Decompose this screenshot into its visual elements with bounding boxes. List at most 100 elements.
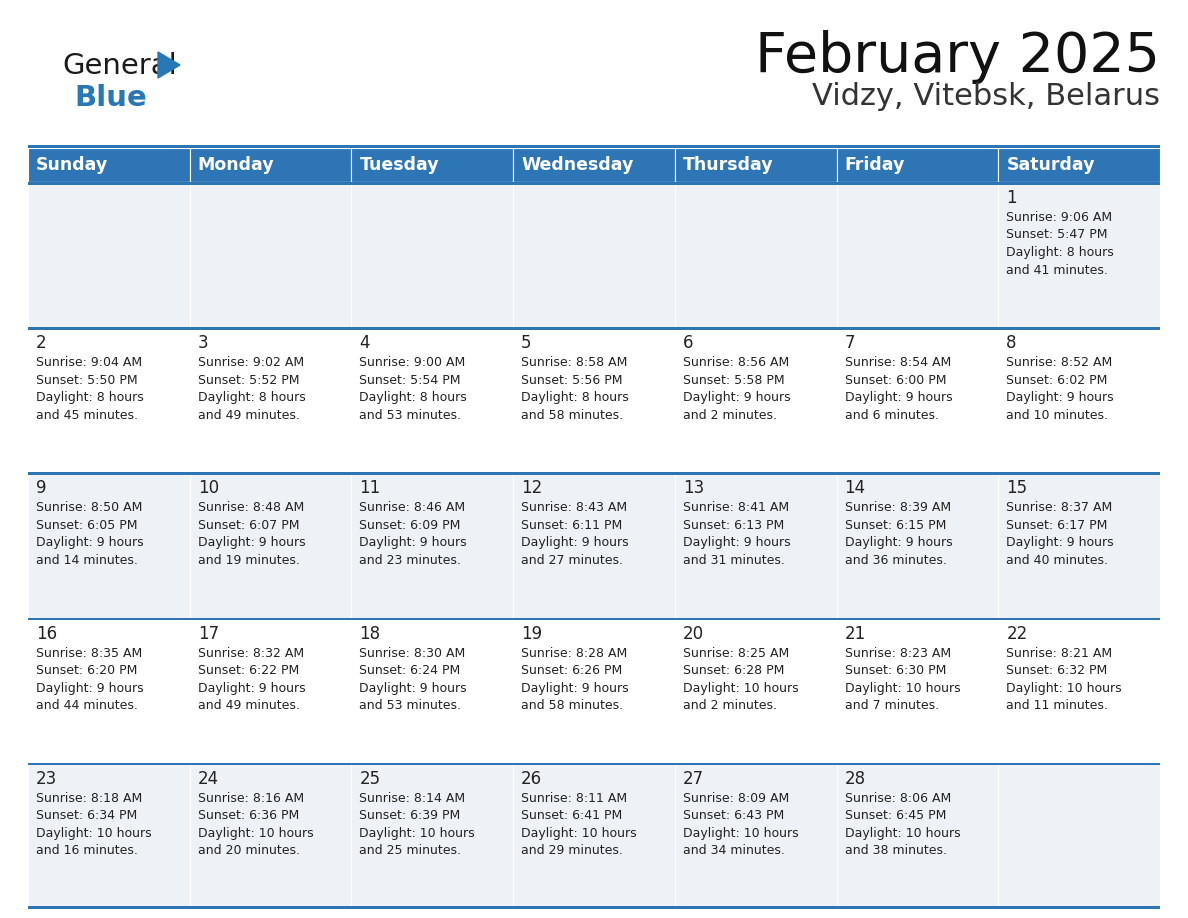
Text: 20: 20 (683, 624, 704, 643)
Text: Sunset: 6:30 PM: Sunset: 6:30 PM (845, 664, 946, 677)
Text: 16: 16 (36, 624, 57, 643)
Text: Sunset: 6:20 PM: Sunset: 6:20 PM (36, 664, 138, 677)
Text: Daylight: 8 hours: Daylight: 8 hours (197, 391, 305, 404)
Bar (513, 473, 675, 618)
Text: Sunrise: 8:37 AM: Sunrise: 8:37 AM (1006, 501, 1112, 514)
Text: Vidzy, Vitebsk, Belarus: Vidzy, Vitebsk, Belarus (813, 82, 1159, 111)
Bar (29, 327, 190, 473)
Text: and 19 minutes.: and 19 minutes. (197, 554, 299, 567)
Text: and 29 minutes.: and 29 minutes. (522, 845, 623, 857)
Bar (190, 182, 352, 327)
Text: Daylight: 9 hours: Daylight: 9 hours (36, 681, 144, 695)
Text: 27: 27 (683, 770, 704, 788)
Text: and 58 minutes.: and 58 minutes. (522, 409, 624, 421)
Text: Daylight: 10 hours: Daylight: 10 hours (845, 827, 960, 840)
Bar (190, 473, 352, 618)
Bar (352, 182, 513, 327)
Text: Sunrise: 8:30 AM: Sunrise: 8:30 AM (360, 646, 466, 660)
Text: and 2 minutes.: and 2 minutes. (683, 700, 777, 712)
Text: Daylight: 8 hours: Daylight: 8 hours (360, 391, 467, 404)
Text: and 49 minutes.: and 49 minutes. (197, 409, 299, 421)
Text: 22: 22 (1006, 624, 1028, 643)
Text: Sunset: 6:34 PM: Sunset: 6:34 PM (36, 810, 138, 823)
Text: Daylight: 10 hours: Daylight: 10 hours (36, 827, 152, 840)
Text: 11: 11 (360, 479, 380, 498)
Text: 23: 23 (36, 770, 57, 788)
Text: and 23 minutes.: and 23 minutes. (360, 554, 461, 567)
Text: 21: 21 (845, 624, 866, 643)
Text: and 44 minutes.: and 44 minutes. (36, 700, 138, 712)
Text: Daylight: 9 hours: Daylight: 9 hours (845, 391, 953, 404)
Bar (29, 763, 1159, 766)
Bar (998, 473, 1159, 618)
Bar (29, 148, 190, 182)
Text: Sunset: 6:17 PM: Sunset: 6:17 PM (1006, 519, 1107, 532)
Text: Daylight: 10 hours: Daylight: 10 hours (683, 681, 798, 695)
Text: Sunset: 6:45 PM: Sunset: 6:45 PM (845, 810, 946, 823)
Bar (513, 148, 675, 182)
Bar (29, 145, 1159, 148)
Text: and 27 minutes.: and 27 minutes. (522, 554, 624, 567)
Text: Sunset: 6:39 PM: Sunset: 6:39 PM (360, 810, 461, 823)
Text: Sunset: 6:41 PM: Sunset: 6:41 PM (522, 810, 623, 823)
Text: Daylight: 8 hours: Daylight: 8 hours (36, 391, 144, 404)
Text: General: General (62, 52, 177, 80)
Text: 14: 14 (845, 479, 866, 498)
Text: Daylight: 10 hours: Daylight: 10 hours (1006, 681, 1121, 695)
Bar (675, 763, 836, 908)
Text: Daylight: 9 hours: Daylight: 9 hours (360, 681, 467, 695)
Bar (190, 327, 352, 473)
Text: Sunrise: 8:16 AM: Sunrise: 8:16 AM (197, 792, 304, 805)
Text: Sunset: 6:07 PM: Sunset: 6:07 PM (197, 519, 299, 532)
Bar (998, 182, 1159, 327)
Text: February 2025: February 2025 (756, 30, 1159, 84)
Bar (675, 473, 836, 618)
Bar (836, 182, 998, 327)
Text: Sunset: 6:11 PM: Sunset: 6:11 PM (522, 519, 623, 532)
Text: and 53 minutes.: and 53 minutes. (360, 409, 461, 421)
Text: and 14 minutes.: and 14 minutes. (36, 554, 138, 567)
Bar (29, 763, 190, 908)
Text: Thursday: Thursday (683, 156, 773, 174)
Text: Daylight: 9 hours: Daylight: 9 hours (683, 391, 790, 404)
Bar (998, 618, 1159, 763)
Bar (513, 327, 675, 473)
Bar (513, 763, 675, 908)
Bar (352, 327, 513, 473)
Text: Daylight: 9 hours: Daylight: 9 hours (360, 536, 467, 549)
Bar (836, 327, 998, 473)
Text: and 53 minutes.: and 53 minutes. (360, 700, 461, 712)
Text: Daylight: 9 hours: Daylight: 9 hours (197, 536, 305, 549)
Text: 3: 3 (197, 334, 208, 353)
Text: Sunrise: 8:32 AM: Sunrise: 8:32 AM (197, 646, 304, 660)
Text: Sunrise: 8:43 AM: Sunrise: 8:43 AM (522, 501, 627, 514)
Text: Sunset: 6:26 PM: Sunset: 6:26 PM (522, 664, 623, 677)
Text: Sunset: 5:56 PM: Sunset: 5:56 PM (522, 374, 623, 386)
Text: Daylight: 10 hours: Daylight: 10 hours (683, 827, 798, 840)
Bar (998, 148, 1159, 182)
Text: Daylight: 10 hours: Daylight: 10 hours (845, 681, 960, 695)
Text: Sunrise: 8:48 AM: Sunrise: 8:48 AM (197, 501, 304, 514)
Text: Sunset: 5:58 PM: Sunset: 5:58 PM (683, 374, 784, 386)
Text: 1: 1 (1006, 189, 1017, 207)
Bar (513, 618, 675, 763)
Text: 2: 2 (36, 334, 46, 353)
Text: Sunrise: 9:02 AM: Sunrise: 9:02 AM (197, 356, 304, 369)
Bar (836, 148, 998, 182)
Text: Sunset: 6:43 PM: Sunset: 6:43 PM (683, 810, 784, 823)
Text: Daylight: 10 hours: Daylight: 10 hours (360, 827, 475, 840)
Text: Sunrise: 8:50 AM: Sunrise: 8:50 AM (36, 501, 143, 514)
Text: Sunrise: 8:23 AM: Sunrise: 8:23 AM (845, 646, 950, 660)
Text: Daylight: 9 hours: Daylight: 9 hours (1006, 536, 1114, 549)
Polygon shape (158, 52, 181, 78)
Text: Sunset: 6:02 PM: Sunset: 6:02 PM (1006, 374, 1107, 386)
Text: Tuesday: Tuesday (360, 156, 440, 174)
Text: and 16 minutes.: and 16 minutes. (36, 845, 138, 857)
Text: Sunrise: 8:54 AM: Sunrise: 8:54 AM (845, 356, 950, 369)
Bar (29, 473, 190, 618)
Text: Sunrise: 8:06 AM: Sunrise: 8:06 AM (845, 792, 950, 805)
Text: Sunrise: 9:00 AM: Sunrise: 9:00 AM (360, 356, 466, 369)
Bar (29, 906, 1159, 909)
Text: Sunrise: 8:52 AM: Sunrise: 8:52 AM (1006, 356, 1112, 369)
Text: Sunset: 5:50 PM: Sunset: 5:50 PM (36, 374, 138, 386)
